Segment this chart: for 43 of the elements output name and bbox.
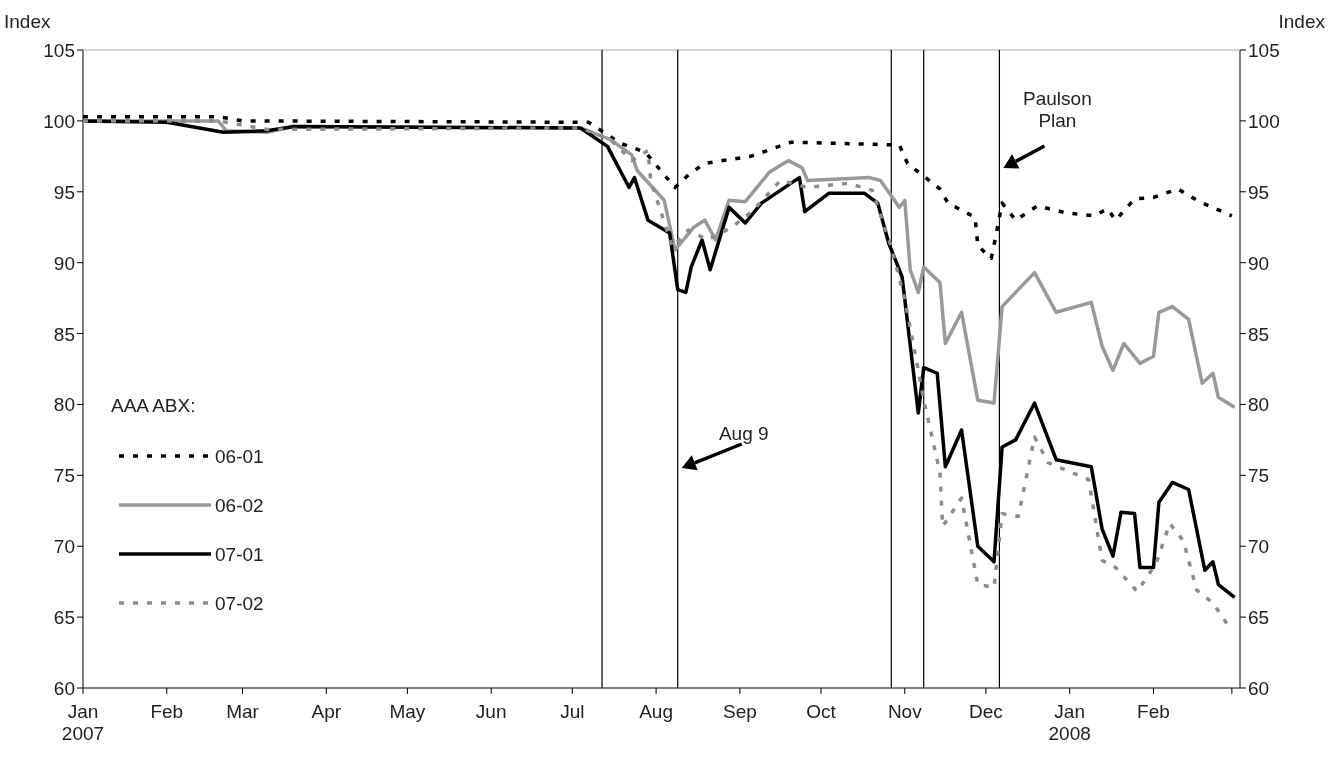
legend-label: 06-01	[215, 446, 264, 467]
y-tick-label: 80	[53, 394, 75, 416]
x-tick-label: Jul	[560, 701, 585, 722]
y2-tick-label: 70	[1248, 536, 1270, 558]
y-tick-label: 65	[53, 607, 75, 629]
y2-tick-label: 100	[1248, 110, 1280, 132]
y-tick-label: 75	[53, 465, 75, 487]
y2-tick-label: 105	[1248, 40, 1280, 61]
x-tick-label: Mar	[226, 701, 260, 722]
y2-axis-title: Index	[1278, 11, 1326, 32]
y2-tick-label: 80	[1248, 394, 1270, 416]
x-tick-label: Jun	[475, 701, 507, 722]
y-tick-label: 95	[53, 181, 75, 203]
x-tick-label: Feb	[150, 701, 184, 722]
x-tick-label: Oct	[806, 701, 837, 722]
x-tick-label: Dec	[968, 701, 1003, 722]
y-axis-title: Index	[4, 11, 51, 32]
ref-line-label: Paulson Plan	[1023, 88, 1092, 131]
y-tick-label: 100	[43, 110, 75, 132]
y2-tick-label: 60	[1248, 678, 1270, 699]
y-tick-label: 105	[43, 40, 75, 61]
y-tick-label: 85	[53, 323, 75, 345]
y2-tick-label: 90	[1248, 252, 1270, 274]
y2-tick-label: 75	[1248, 465, 1270, 487]
x-tick-label: Jan 2007	[61, 701, 105, 744]
x-tick-label: Sep	[722, 701, 757, 722]
x-tick-label: Nov	[887, 701, 923, 722]
x-tick-label: Jan 2008	[1048, 701, 1091, 744]
legend-label: 07-01	[215, 544, 264, 565]
x-tick-label: Aug	[639, 701, 673, 722]
y2-tick-label: 65	[1248, 607, 1270, 629]
x-tick-label: Apr	[311, 701, 342, 722]
legend-label: 07-02	[215, 593, 264, 614]
y-tick-label: 70	[53, 536, 75, 558]
y-tick-label: 60	[53, 678, 75, 699]
legend-label: 06-02	[215, 495, 264, 516]
y-tick-label: 90	[53, 252, 75, 274]
y2-tick-label: 95	[1248, 181, 1270, 203]
y2-tick-label: 85	[1248, 323, 1270, 345]
x-tick-label: May	[389, 701, 426, 722]
x-tick-label: Feb	[1137, 701, 1170, 722]
legend-title: AAA ABX:	[111, 395, 196, 416]
ref-line-label: Aug 9	[718, 423, 769, 444]
